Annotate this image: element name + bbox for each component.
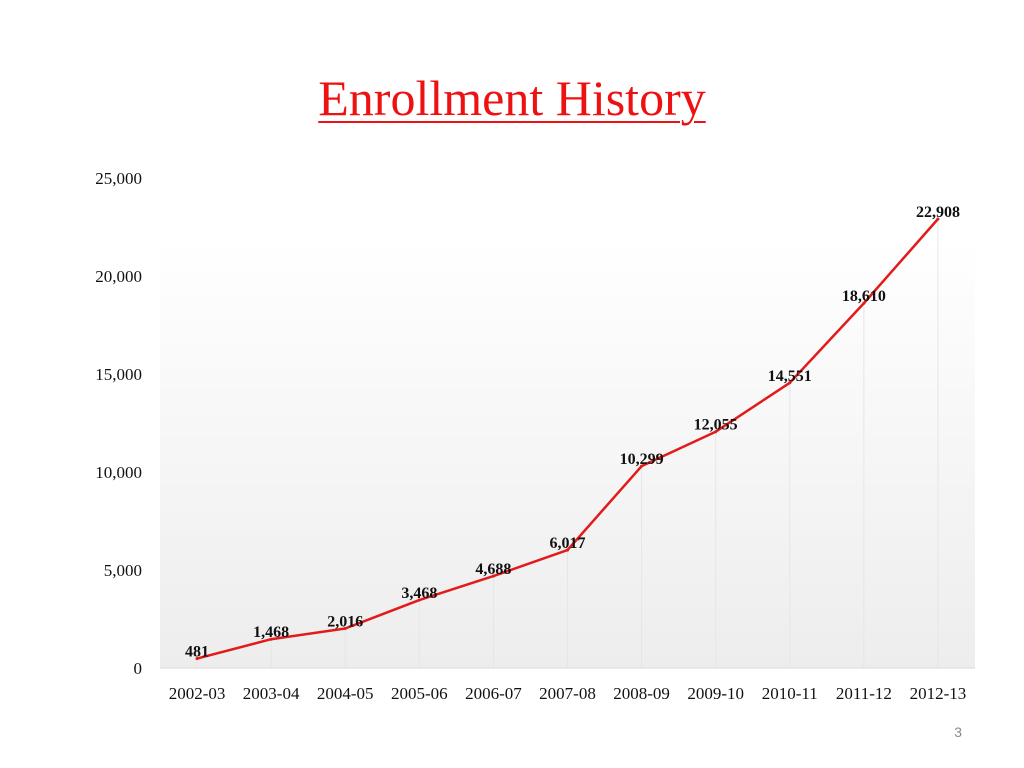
data-label: 14,551 [768,368,812,385]
data-point [862,301,866,305]
data-point [417,598,421,602]
data-label: 3,468 [401,585,437,602]
x-tick-label: 2005-06 [391,684,448,703]
data-label: 2,016 [327,613,363,630]
y-tick-label: 15,000 [95,365,142,384]
y-tick-label: 10,000 [95,463,142,482]
y-tick-label: 25,000 [95,169,142,188]
data-point [269,637,273,641]
data-point [788,381,792,385]
y-tick-label: 20,000 [95,267,142,286]
data-point [343,626,347,630]
x-tick-label: 2007-08 [539,684,596,703]
x-tick-label: 2002-03 [169,684,226,703]
data-point [566,548,569,552]
x-tick-label: 2009-10 [687,684,744,703]
x-tick-label: 2012-13 [910,684,967,703]
data-point [714,430,718,434]
x-tick-label: 2003-04 [243,684,300,703]
y-tick-label: 5,000 [104,561,142,580]
data-point [640,464,644,468]
x-tick-label: 2008-09 [613,684,670,703]
x-tick-label: 2011-12 [836,684,892,703]
slide-title: Enrollment History [318,70,706,126]
page-number: 3 [954,724,962,740]
data-label: 12,055 [694,417,738,434]
y-tick-label: 0 [134,659,143,678]
x-tick-label: 2004-05 [317,684,374,703]
x-tick-label: 2006-07 [465,684,522,703]
data-label: 6,017 [550,535,586,552]
data-label: 22,908 [916,204,960,221]
data-label: 18,610 [842,288,886,305]
data-point [491,574,495,578]
data-label: 4,688 [475,561,511,578]
data-label: 10,299 [620,451,664,468]
data-point [936,217,940,221]
data-point [195,657,199,661]
data-label: 1,468 [253,624,289,641]
x-tick-label: 2010-11 [762,684,818,703]
data-label: 481 [185,644,209,661]
